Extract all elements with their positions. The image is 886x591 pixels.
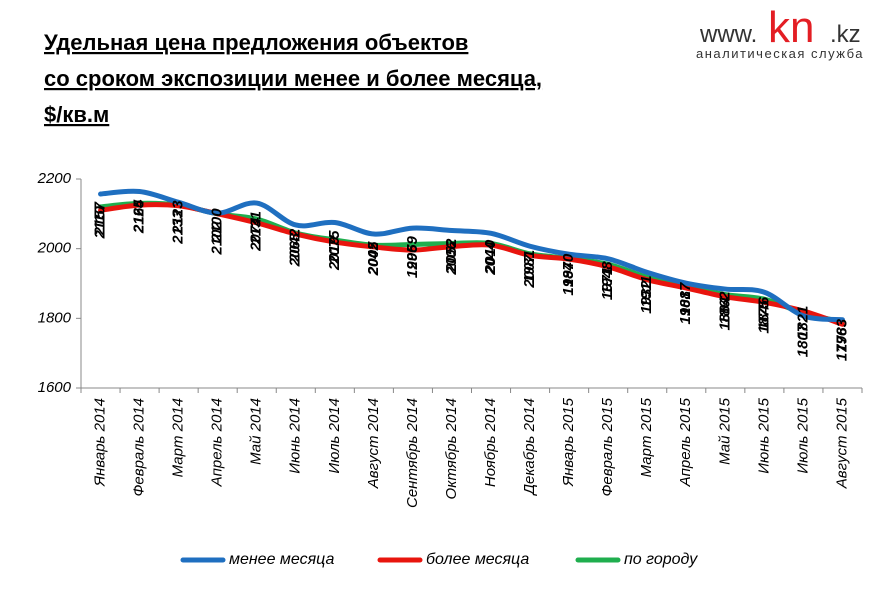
- data-label: 2007: [521, 254, 538, 289]
- legend-label: менее месяца: [229, 551, 334, 568]
- series-lines: [98, 188, 845, 327]
- data-label: 1884: [716, 296, 733, 330]
- x-tick-label: Август 2014: [365, 398, 382, 489]
- data-label: 2042: [365, 241, 382, 276]
- data-label: 1862: [716, 291, 733, 325]
- data-label: 2052: [443, 238, 460, 273]
- data-label: 2019: [326, 236, 343, 271]
- data-label: 1875: [755, 300, 772, 334]
- data-label: 1911: [638, 275, 655, 307]
- x-tick-label: Сентябрь 2014: [404, 398, 421, 508]
- data-label: 1783: [833, 318, 850, 352]
- y-tick-label: 1600: [38, 379, 72, 396]
- data-label: 1981: [521, 250, 538, 283]
- data-label: 2006: [443, 241, 460, 276]
- x-tick-label: Февраль 2015: [599, 397, 616, 496]
- x-tick-label: Апрель 2015: [677, 397, 694, 487]
- x-tick-label: Май 2014: [248, 398, 265, 465]
- logo-brand: kn: [768, 3, 814, 52]
- data-label: 1932: [638, 280, 655, 314]
- y-tick-label: 2200: [37, 170, 72, 187]
- data-label: 2074: [248, 217, 265, 252]
- data-label: 1948: [599, 261, 616, 295]
- chart-title: $/кв.м: [44, 102, 109, 127]
- data-label: 1796: [833, 327, 850, 361]
- data-label: 2157: [91, 201, 108, 236]
- chart-title: со сроком экспозиции менее и более месяц…: [44, 66, 542, 91]
- x-tick-label: Январь 2014: [91, 398, 108, 487]
- data-label: 2164: [131, 199, 148, 234]
- data-label: 2005: [365, 241, 382, 276]
- line: [98, 188, 845, 323]
- x-tick-label: Февраль 2014: [131, 398, 148, 497]
- legend-label: по городу: [624, 551, 698, 568]
- logo-prefix: www.: [699, 21, 757, 48]
- logo-suffix: .kz: [830, 21, 861, 48]
- data-label: 2131: [248, 211, 265, 245]
- data-label: 1846: [755, 296, 772, 330]
- x-tick-label: Декабрь 2014: [521, 398, 538, 497]
- data-label: 2133: [170, 210, 187, 245]
- x-tick-label: Июнь 2014: [287, 398, 304, 474]
- data-label: 2044: [482, 241, 499, 276]
- legend-label: более месяца: [426, 551, 529, 568]
- data-label: 1971: [599, 267, 616, 300]
- data-label: 2042: [287, 228, 304, 263]
- x-tick-label: Июль 2014: [326, 398, 343, 474]
- x-tick-label: Октябрь 2014: [443, 398, 460, 499]
- data-label: 1821: [794, 306, 811, 339]
- x-tick-label: Март 2015: [638, 397, 655, 477]
- data-label: 2110: [91, 205, 108, 239]
- data-label: 2125: [131, 199, 148, 234]
- x-tick-label: Июль 2015: [794, 397, 811, 473]
- logo: www. kn .kz аналитическая служба: [696, 3, 864, 61]
- x-tick-label: Июнь 2015: [755, 397, 772, 473]
- data-label: 2010: [482, 239, 499, 274]
- data-label: 1996: [404, 244, 421, 278]
- x-tick-label: Ноябрь 2014: [482, 398, 499, 487]
- data-label: 1984: [560, 262, 577, 296]
- data-label: 1970: [560, 253, 577, 287]
- data-label: 1887: [677, 282, 694, 316]
- x-tick-label: Август 2015: [833, 397, 850, 489]
- x-tick-label: Март 2014: [170, 398, 187, 477]
- chart-title: Удельная цена предложения объектов: [44, 30, 468, 55]
- data-label: 2068: [287, 232, 304, 267]
- x-tick-label: Май 2015: [716, 397, 733, 465]
- y-tick-label: 1800: [38, 309, 72, 326]
- x-tick-label: Январь 2015: [560, 397, 577, 487]
- data-label: 2075: [326, 230, 343, 265]
- data-label: 2100: [209, 208, 226, 243]
- y-tick-label: 2000: [37, 240, 72, 257]
- data-label: 1807: [794, 323, 811, 357]
- data-label: 2102: [209, 220, 226, 255]
- x-tick-label: Апрель 2014: [209, 398, 226, 487]
- data-label: 2123: [170, 200, 187, 235]
- data-label: 2059: [404, 235, 421, 270]
- logo-tagline: аналитическая служба: [696, 46, 864, 61]
- data-label: 1901: [677, 291, 694, 324]
